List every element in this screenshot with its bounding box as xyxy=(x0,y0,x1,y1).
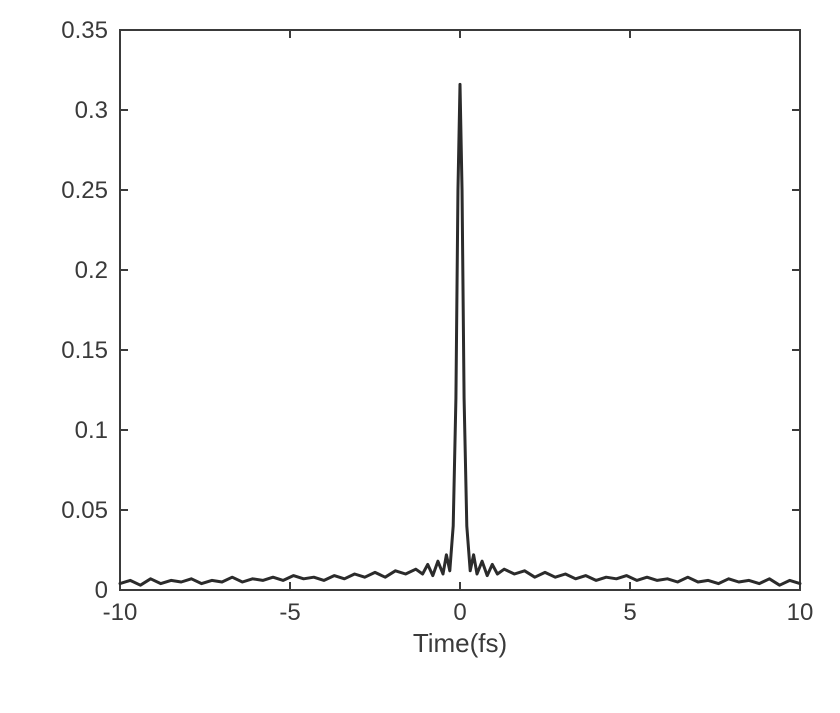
y-tick-label: 0.05 xyxy=(61,497,108,524)
y-tick-label: 0 xyxy=(95,577,108,604)
y-tick-label: 0.25 xyxy=(61,177,108,204)
y-tick-label: 0.2 xyxy=(75,257,108,284)
y-tick-label: 0.35 xyxy=(61,17,108,44)
y-tick-label: 0.15 xyxy=(61,337,108,364)
chart-container: -10-5051000.050.10.150.20.250.30.35Time(… xyxy=(0,0,840,713)
x-tick-label: 10 xyxy=(787,599,814,626)
x-axis-label: Time(fs) xyxy=(413,628,507,658)
x-tick-label: 0 xyxy=(453,599,466,626)
x-tick-label: 5 xyxy=(623,599,636,626)
x-tick-label: -5 xyxy=(279,599,300,626)
y-tick-label: 0.1 xyxy=(75,417,108,444)
y-tick-label: 0.3 xyxy=(75,97,108,124)
pulse-chart: -10-5051000.050.10.150.20.250.30.35Time(… xyxy=(0,0,840,713)
